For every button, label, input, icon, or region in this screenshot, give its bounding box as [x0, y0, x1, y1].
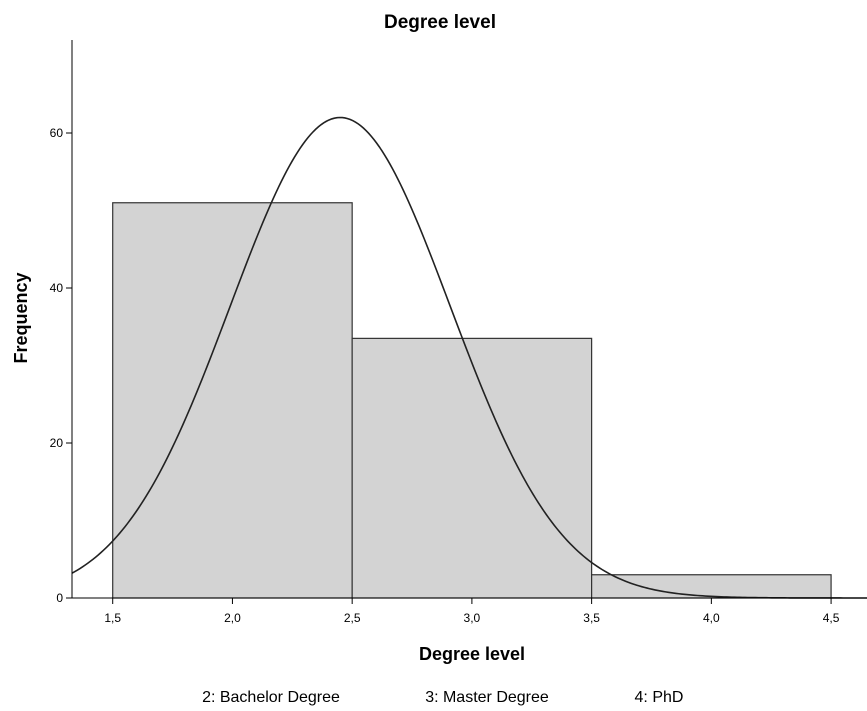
y-tick-label: 20	[50, 436, 64, 450]
histogram-bar-3	[591, 574, 832, 599]
x-tick-label: 3,5	[583, 611, 600, 625]
y-tick-label: 60	[50, 126, 64, 140]
ticks-layer: 0 20 40 60 1,5 2,0 2,5 3,0 3,5 4,0 4,5	[50, 126, 840, 625]
x-tick-label: 4,5	[823, 611, 840, 625]
bars-layer	[112, 202, 832, 599]
y-tick-label: 0	[56, 591, 63, 605]
histogram-bar-1	[112, 202, 353, 599]
y-axis-title: Frequency	[11, 272, 31, 363]
footnote-item-master: 3: Master Degree	[425, 689, 549, 706]
x-tick-label: 1,5	[104, 611, 121, 625]
x-axis-title: Degree level	[419, 644, 525, 664]
histogram-bar-2	[351, 337, 593, 599]
normal-curve	[71, 116, 867, 599]
y-tick-label: 40	[50, 281, 64, 295]
x-tick-label: 2,0	[224, 611, 241, 625]
footnote-item-phd: 4: PhD	[635, 689, 684, 706]
footnote-item-bachelor: 2: Bachelor Degree	[202, 689, 340, 706]
x-tick-label: 4,0	[703, 611, 720, 625]
x-tick-label: 2,5	[344, 611, 361, 625]
chart-title: Degree level	[384, 12, 496, 33]
x-tick-label: 3,0	[464, 611, 481, 625]
